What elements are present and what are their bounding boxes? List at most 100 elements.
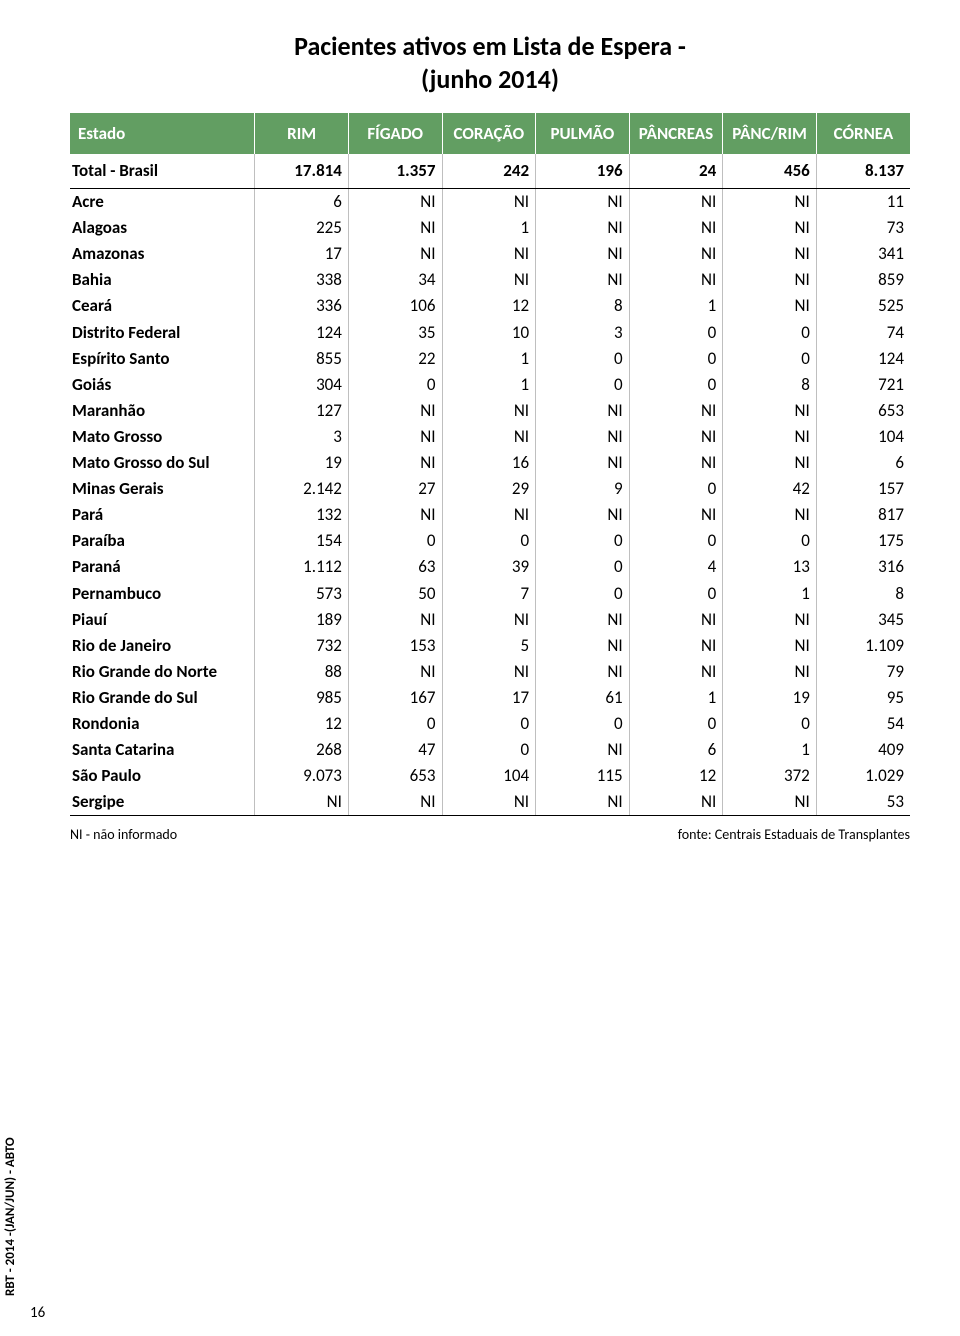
cell: NI xyxy=(629,633,723,659)
table-row: Paraná1.11263390413316 xyxy=(70,554,910,580)
row-label: Mato Grosso xyxy=(70,424,255,450)
cell: 154 xyxy=(255,528,349,554)
cell: NI xyxy=(629,267,723,293)
table-row: Acre6NININININI11 xyxy=(70,189,910,216)
table-row: Minas Gerais2.14227299042157 xyxy=(70,476,910,502)
side-label: RBT - 2014 -(JAN/JUN) - ABTO xyxy=(3,1137,18,1296)
cell: 573 xyxy=(255,581,349,607)
table-row: Mato Grosso do Sul19NI16NININI6 xyxy=(70,450,910,476)
cell: 19 xyxy=(255,450,349,476)
row-label: Rondonia xyxy=(70,711,255,737)
cell: 115 xyxy=(536,763,630,789)
cell: NI xyxy=(629,450,723,476)
cell: 345 xyxy=(816,607,910,633)
table-header-row: EstadoRIMFÍGADOCORAÇÃOPULMÃOPÂNCREASPÂNC… xyxy=(70,113,910,154)
cell: 1 xyxy=(442,372,536,398)
cell: NI xyxy=(536,267,630,293)
cell: 1 xyxy=(723,581,817,607)
cell: 1.112 xyxy=(255,554,349,580)
cell: 817 xyxy=(816,502,910,528)
cell: NI xyxy=(348,502,442,528)
table-row: Distrito Federal124351030074 xyxy=(70,320,910,346)
cell: NI xyxy=(348,189,442,216)
cell: NI xyxy=(348,789,442,816)
cell: NI xyxy=(723,450,817,476)
cell: 0 xyxy=(442,711,536,737)
cell: NI xyxy=(536,215,630,241)
cell: NI xyxy=(536,633,630,659)
row-label: Goiás xyxy=(70,372,255,398)
cell: NI xyxy=(442,502,536,528)
cell: 29 xyxy=(442,476,536,502)
row-label: Distrito Federal xyxy=(70,320,255,346)
footnote-left: NI - não informado xyxy=(70,826,177,843)
cell: 242 xyxy=(442,154,536,189)
table-row: Pará132NININININI817 xyxy=(70,502,910,528)
cell: 0 xyxy=(442,737,536,763)
cell: NI xyxy=(536,659,630,685)
cell: NI xyxy=(442,241,536,267)
cell: NI xyxy=(442,398,536,424)
cell: NI xyxy=(629,189,723,216)
cell: 8 xyxy=(816,581,910,607)
cell: 17.814 xyxy=(255,154,349,189)
cell: NI xyxy=(629,659,723,685)
cell: 9 xyxy=(536,476,630,502)
cell: 34 xyxy=(348,267,442,293)
cell: 167 xyxy=(348,685,442,711)
cell: 24 xyxy=(629,154,723,189)
cell: 16 xyxy=(442,450,536,476)
row-label: Maranhão xyxy=(70,398,255,424)
cell: 5 xyxy=(442,633,536,659)
cell: 1 xyxy=(723,737,817,763)
col-header-3: CORAÇÃO xyxy=(442,113,536,154)
cell: NI xyxy=(348,241,442,267)
cell: 1 xyxy=(629,685,723,711)
cell: NI xyxy=(348,659,442,685)
cell: 79 xyxy=(816,659,910,685)
page-title: Pacientes ativos em Lista de Espera - (j… xyxy=(70,30,910,95)
cell: 859 xyxy=(816,267,910,293)
cell: NI xyxy=(536,241,630,267)
cell: 88 xyxy=(255,659,349,685)
cell: NI xyxy=(536,737,630,763)
cell: NI xyxy=(536,189,630,216)
cell: 0 xyxy=(723,346,817,372)
table-row: Pernambuco5735070018 xyxy=(70,581,910,607)
cell: 35 xyxy=(348,320,442,346)
cell: 73 xyxy=(816,215,910,241)
cell: NI xyxy=(442,267,536,293)
cell: NI xyxy=(629,789,723,816)
cell: 8.137 xyxy=(816,154,910,189)
cell: 0 xyxy=(536,554,630,580)
cell: 0 xyxy=(629,581,723,607)
row-label: Ceará xyxy=(70,293,255,319)
table-row: Total - Brasil17.8141.357242196244568.13… xyxy=(70,154,910,189)
col-header-6: PÂNC/RIM xyxy=(723,113,817,154)
cell: NI xyxy=(348,398,442,424)
cell: 225 xyxy=(255,215,349,241)
cell: NI xyxy=(629,398,723,424)
table-row: Rio Grande do Norte88NININININI79 xyxy=(70,659,910,685)
row-label: Minas Gerais xyxy=(70,476,255,502)
row-label: Acre xyxy=(70,189,255,216)
title-line2: (junho 2014) xyxy=(421,63,559,95)
cell: 63 xyxy=(348,554,442,580)
row-label: Bahia xyxy=(70,267,255,293)
row-label: Sergipe xyxy=(70,789,255,816)
row-label: Rio Grande do Norte xyxy=(70,659,255,685)
table-row: Piauí189NININININI345 xyxy=(70,607,910,633)
row-label: Paraíba xyxy=(70,528,255,554)
cell: 10 xyxy=(442,320,536,346)
cell: 372 xyxy=(723,763,817,789)
table-row: Rio Grande do Sul985167176111995 xyxy=(70,685,910,711)
cell: 0 xyxy=(723,320,817,346)
cell: 54 xyxy=(816,711,910,737)
cell: NI xyxy=(442,659,536,685)
cell: 409 xyxy=(816,737,910,763)
cell: 0 xyxy=(348,372,442,398)
cell: NI xyxy=(723,267,817,293)
cell: 53 xyxy=(816,789,910,816)
cell: NI xyxy=(629,215,723,241)
cell: 653 xyxy=(348,763,442,789)
